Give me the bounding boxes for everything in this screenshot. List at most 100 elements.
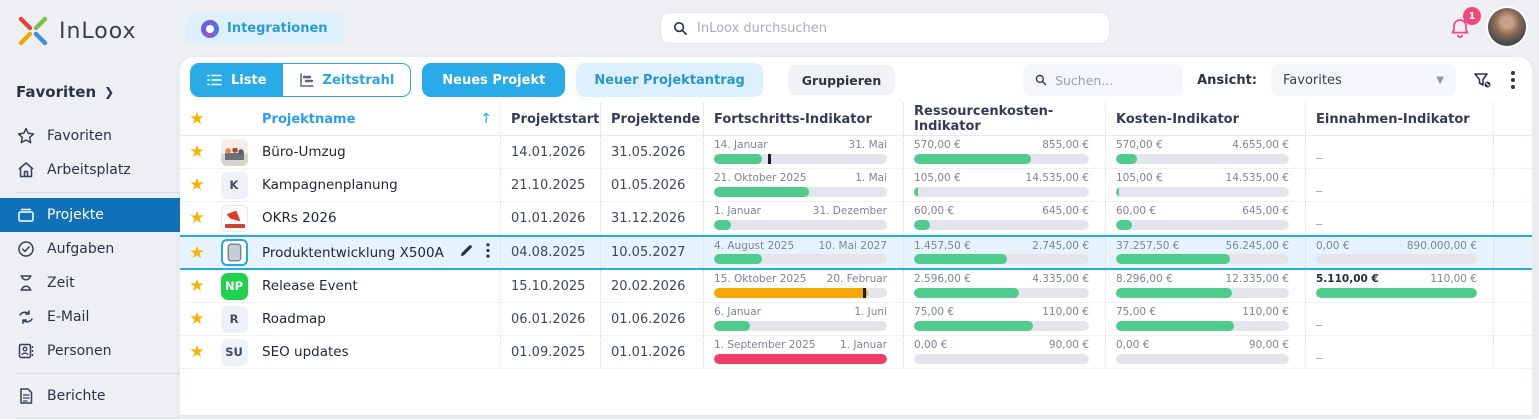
- sidebar-header-favoriten[interactable]: Favoriten ❯: [0, 57, 180, 119]
- kebab-menu-icon: [1510, 70, 1516, 90]
- indicator-bar-fill: [714, 187, 809, 197]
- more-options-button[interactable]: [1508, 68, 1518, 92]
- star-icon[interactable]: ★: [189, 276, 204, 296]
- indicator-bar: [714, 288, 887, 298]
- sidebar-item-projekte[interactable]: Projekte: [0, 198, 180, 232]
- table-header: ★ Projektname ↑ Projektstart Projektende…: [180, 103, 1532, 136]
- view-label: Ansicht:: [1197, 73, 1257, 88]
- indicator-bar: [1116, 187, 1289, 197]
- project-start-cell: 06.01.2026: [500, 303, 600, 335]
- indicator-values: 37.257,50 €56.245,00 €: [1116, 241, 1289, 252]
- indicator-bar: [1116, 154, 1289, 164]
- new-project-request-button[interactable]: Neuer Projektantrag: [576, 63, 762, 97]
- column-header-einnahmen[interactable]: Einnahmen-Indikator: [1305, 103, 1493, 135]
- projects-icon: [17, 206, 35, 224]
- column-header-label: Projektende: [611, 112, 700, 127]
- new-project-button[interactable]: Neues Projekt: [422, 63, 565, 97]
- resource-cost-indicator-cell: 60,00 €645,00 €: [903, 202, 1105, 234]
- notifications-button[interactable]: 1: [1448, 16, 1474, 42]
- column-header-projektname[interactable]: Projektname ↑: [252, 103, 500, 135]
- sidebar-items: Favoriten Arbeitsplatz Projekte Aufgaben Zei…: [0, 119, 180, 419]
- sidebar-item-arbeitsplatz[interactable]: Arbeitsplatz: [0, 153, 180, 187]
- indicator-bar: [914, 220, 1089, 230]
- view-toggle-zeitstrahl[interactable]: Zeitstrahl: [283, 64, 411, 96]
- sidebar-item-label: Aufgaben: [47, 241, 114, 257]
- view-dropdown[interactable]: Favorites ▼: [1271, 64, 1456, 96]
- sidebar-item-personen[interactable]: Personen: [0, 334, 180, 368]
- star-icon[interactable]: ★: [189, 142, 204, 162]
- indicator-bar-fill: [1116, 220, 1132, 230]
- indicator-left-value: 14. Januar: [714, 140, 768, 151]
- column-header-label: Projektstart: [511, 112, 599, 127]
- filler-cell: [1493, 336, 1532, 368]
- edit-pencil-icon[interactable]: [459, 243, 474, 262]
- project-avatar-cell: [214, 136, 252, 168]
- project-avatar-cell: [214, 202, 252, 234]
- view-toggle-liste[interactable]: Liste: [191, 64, 283, 96]
- search-icon: [673, 21, 688, 36]
- indicator-right-value: 14.535,00 €: [1226, 173, 1289, 184]
- column-header-projektende[interactable]: Projektende: [600, 103, 703, 135]
- column-header-kosten[interactable]: Kosten-Indikator: [1105, 103, 1305, 135]
- indicator-values: 8.296,00 €12.335,00 €: [1116, 274, 1289, 285]
- column-header-ressourcenkosten[interactable]: Ressourcenkosten-Indikator: [903, 103, 1105, 135]
- indicator-left-value: 0,00 €: [1316, 241, 1349, 252]
- indicator-right-value: 2.745,00 €: [1032, 241, 1089, 252]
- project-avatar: K: [221, 172, 248, 199]
- star-icon[interactable]: ★: [189, 175, 204, 195]
- header-favorite-star[interactable]: ★: [180, 103, 214, 135]
- revenue-indicator-cell: _: [1305, 169, 1493, 201]
- indicator-values: 0,00 € 890.000,00 €: [1316, 241, 1477, 252]
- revenue-indicator-cell: _: [1305, 336, 1493, 368]
- star-icon[interactable]: ★: [189, 309, 204, 329]
- resource-cost-indicator-cell: 105,00 €14.535,00 €: [903, 169, 1105, 201]
- indicator-right-value: 890.000,00 €: [1407, 241, 1477, 252]
- indicator-bar: [714, 321, 887, 331]
- sidebar-item-zeit[interactable]: Zeit: [0, 266, 180, 300]
- filler-cell: [1493, 270, 1532, 302]
- group-button[interactable]: Gruppieren: [788, 65, 896, 95]
- sidebar-item-label: Arbeitsplatz: [47, 162, 131, 178]
- cost-indicator-cell: 570,00 €4.655,00 €: [1105, 136, 1305, 168]
- global-search-input[interactable]: [697, 21, 1097, 36]
- sidebar-item-favoriten[interactable]: Favoriten: [0, 119, 180, 153]
- view-toggle-zeitstrahl-label: Zeitstrahl: [323, 73, 395, 88]
- cost-indicator-cell: 105,00 € 14.535,00 €: [1105, 169, 1305, 201]
- indicator-left-value: 60,00 €: [914, 206, 954, 217]
- column-header-fortschritt[interactable]: Fortschritts-Indikator: [703, 103, 903, 135]
- user-avatar[interactable]: [1488, 8, 1526, 46]
- sidebar-item-aufgaben[interactable]: Aufgaben: [0, 232, 180, 266]
- inloox-logo[interactable]: InLoox: [16, 14, 137, 48]
- table-search-input[interactable]: [1055, 73, 1171, 88]
- favorite-star-cell: ★: [180, 202, 214, 234]
- sort-ascending-icon[interactable]: ↑: [480, 111, 492, 127]
- project-avatar: [221, 239, 248, 266]
- indicator-bar: [914, 321, 1089, 331]
- sidebar-item-email[interactable]: E-Mail: [0, 300, 180, 334]
- column-header-projektstart[interactable]: Projektstart: [500, 103, 600, 135]
- sidebar-item-berichte[interactable]: Berichte: [0, 379, 180, 413]
- star-icon[interactable]: ★: [189, 243, 204, 263]
- indicator-bar-fill: [914, 154, 1031, 164]
- clear-filter-button[interactable]: [1470, 69, 1494, 92]
- row-menu-icon[interactable]: [486, 243, 490, 262]
- indicator-left-value: 105,00 €: [1116, 173, 1163, 184]
- integrations-button[interactable]: Integrationen: [185, 13, 344, 44]
- star-icon[interactable]: ★: [189, 342, 204, 362]
- star-icon[interactable]: ★: [189, 208, 204, 228]
- sidebar-header-label: Favoriten: [16, 83, 96, 101]
- indicator-right-value: 1. Mai: [855, 173, 887, 184]
- project-name-cell: Büro-Umzug: [252, 136, 500, 168]
